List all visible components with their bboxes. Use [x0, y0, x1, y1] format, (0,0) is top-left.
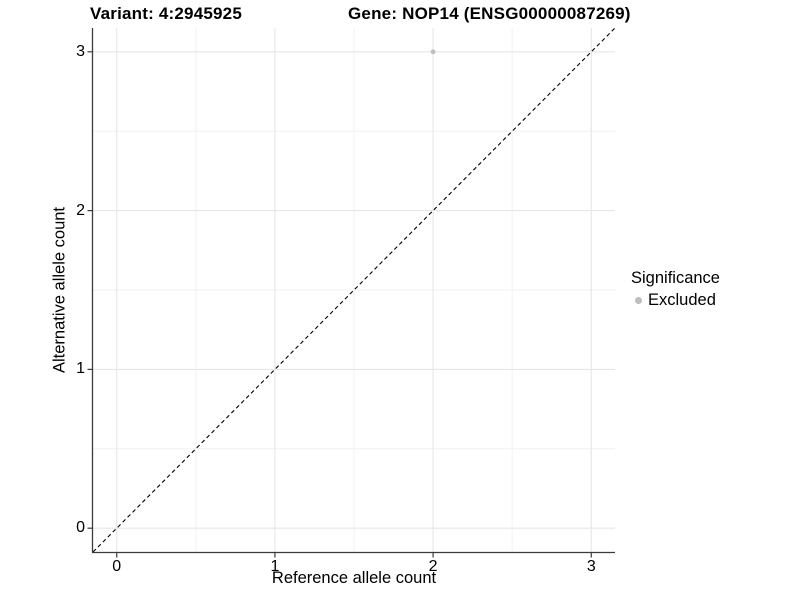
data-point [430, 49, 436, 55]
plot-title-variant: Variant: 4:2945925 [90, 4, 242, 23]
y-axis-title: Alternative allele count [50, 206, 69, 374]
y-tick-label: 3 [76, 42, 85, 60]
y-tick-label: 1 [76, 360, 85, 378]
plot-title-gene: Gene: NOP14 (ENSG00000087269) [348, 4, 631, 23]
identity-reference-line [92, 27, 616, 553]
x-tick-label: 2 [428, 558, 438, 575]
legend-title: Significance [631, 269, 720, 287]
x-tick-label: 0 [112, 558, 122, 575]
legend: Significance Excluded [631, 268, 720, 310]
x-axis-title: Reference allele count [271, 569, 437, 587]
x-tick-label: 1 [270, 558, 280, 575]
legend-item: Excluded [631, 290, 720, 310]
legend-key-dot-icon [635, 296, 642, 304]
legend-items: Excluded [631, 290, 720, 310]
legend-item-label: Excluded [648, 290, 716, 309]
y-tick-label: 2 [76, 201, 85, 219]
y-tick-label: 0 [76, 519, 85, 537]
x-tick-label: 3 [586, 558, 596, 575]
